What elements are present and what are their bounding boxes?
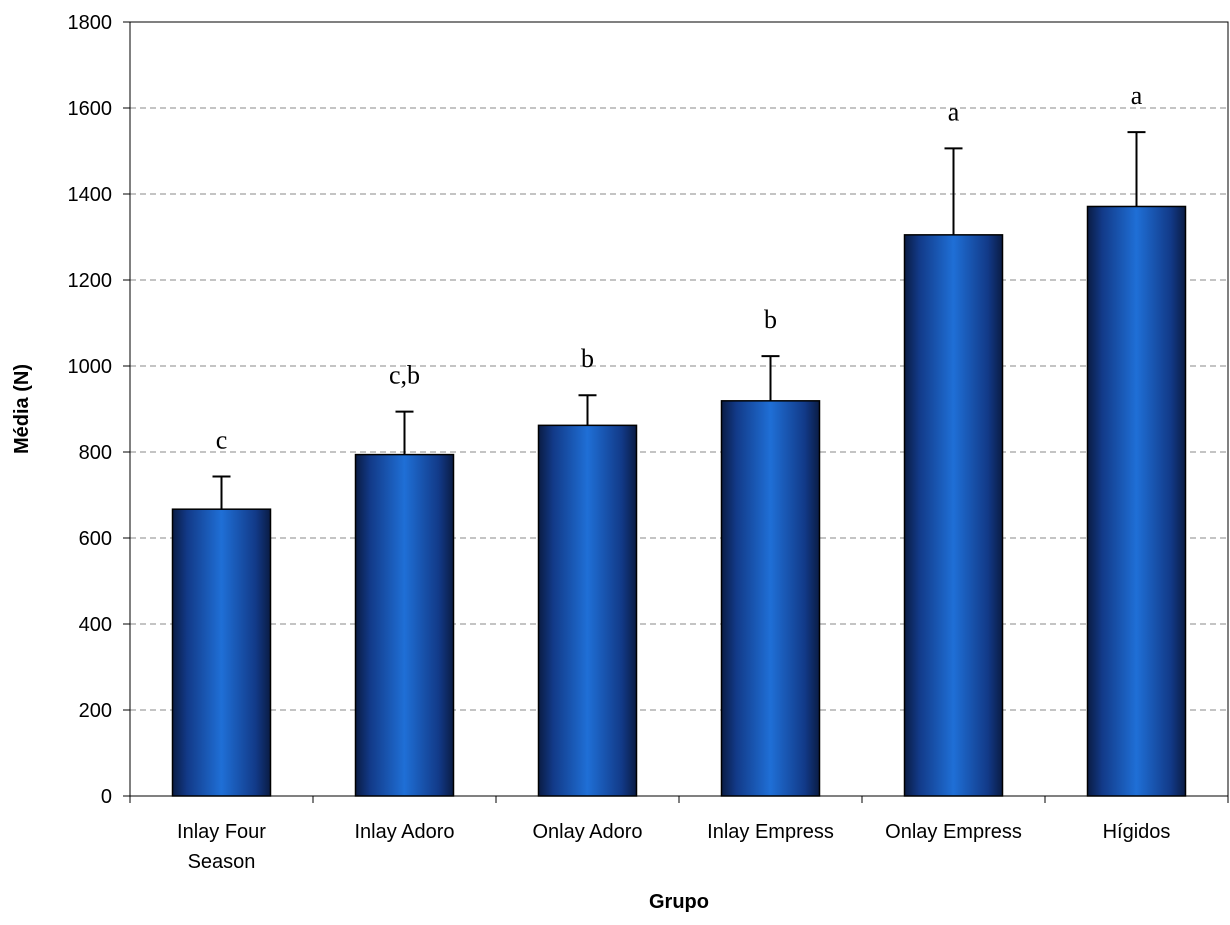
y-tick-label: 1200 [68, 270, 113, 292]
bar [720, 400, 821, 797]
bar [537, 424, 638, 797]
y-tick-label: 1800 [68, 12, 113, 34]
significance-label: c,b [389, 361, 420, 390]
x-category-label: Onlay Empress [885, 821, 1022, 843]
significance-label: a [948, 97, 960, 126]
y-tick-label: 800 [79, 442, 112, 464]
y-tick-label: 0 [101, 786, 112, 808]
plot-frame [129, 21, 1229, 797]
labels: 0 200 400 600 800 1000 1200 1400 1600 1800 c Inlay … [68, 12, 1171, 873]
y-tick-label: 1600 [68, 98, 113, 120]
bar [903, 234, 1004, 797]
y-tick-label: 200 [79, 700, 112, 722]
x-category-label-line: Inlay Adoro [354, 821, 454, 843]
x-category-label-line: Inlay Empress [707, 821, 834, 843]
x-category-label-line: Season [188, 851, 256, 873]
y-tick-label: 1000 [68, 356, 113, 378]
significance-label: b [764, 305, 777, 334]
gridlines [130, 21, 1228, 711]
x-category-label: Hígidos [1103, 821, 1171, 843]
bar [354, 453, 455, 797]
x-axis-title: Grupo [649, 891, 709, 913]
x-category-label: Onlay Adoro [532, 821, 642, 843]
axes [123, 21, 1229, 803]
bar [171, 508, 272, 797]
x-category-label: Inlay Adoro [354, 821, 454, 843]
x-category-label-line: Inlay Four [177, 821, 266, 843]
significance-label: c [216, 426, 228, 455]
significance-label: b [581, 344, 594, 373]
y-tick-label: 1400 [68, 184, 113, 206]
x-category-label-line: Onlay Empress [885, 821, 1022, 843]
x-category-label: Inlay Four Season [177, 821, 266, 873]
y-tick-label: 600 [79, 528, 112, 550]
significance-label: a [1131, 81, 1143, 110]
bars [171, 131, 1187, 797]
y-tick-label: 400 [79, 614, 112, 636]
x-category-label-line: Hígidos [1103, 821, 1171, 843]
bar [1086, 205, 1187, 797]
x-category-label-line: Onlay Adoro [532, 821, 642, 843]
y-axis-title: Média (N) [11, 364, 33, 454]
x-category-label: Inlay Empress [707, 821, 834, 843]
